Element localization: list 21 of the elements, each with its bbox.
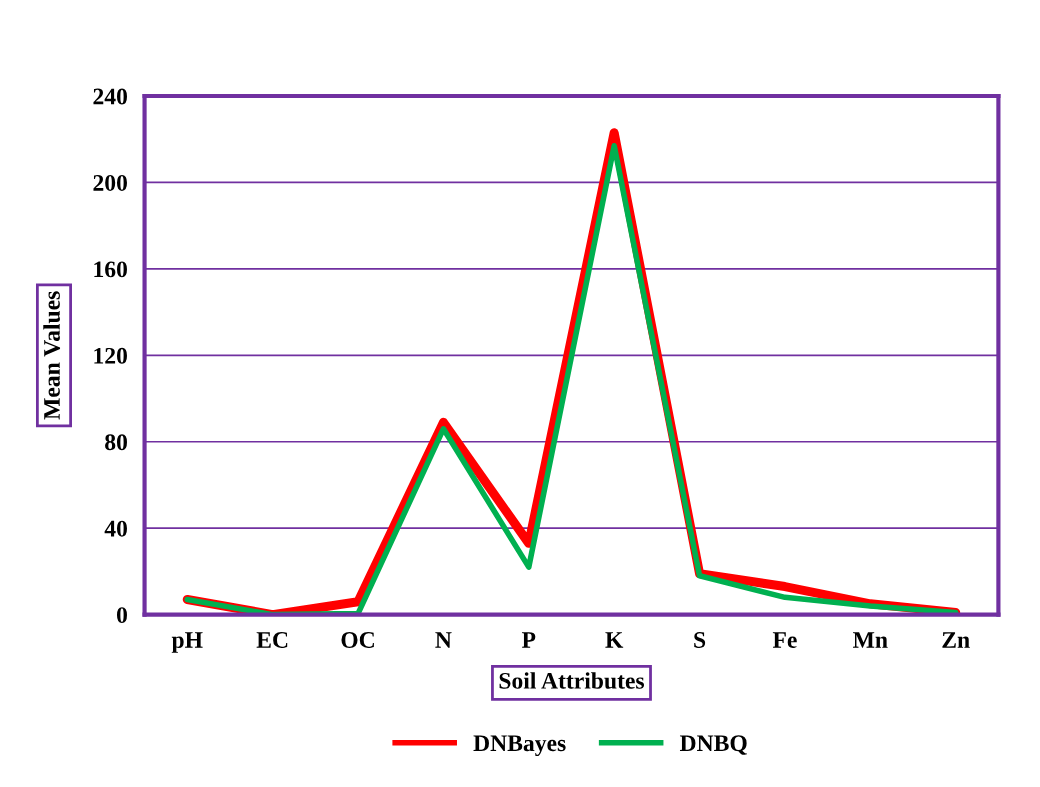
y-tick-label: 80 <box>105 434 127 451</box>
x-tick-label: OC <box>341 632 374 648</box>
x-tick-label: Mn <box>853 632 888 648</box>
y-tick-label: 200 <box>93 174 127 191</box>
y-tick-label: 160 <box>94 261 127 278</box>
x-tick-label: K <box>605 632 624 648</box>
x-tick-label: Fe <box>772 632 797 648</box>
y-tick-label: 40 <box>104 520 127 537</box>
x-tick-label: P <box>521 632 536 648</box>
legend-label: DNBQ <box>679 735 747 755</box>
x-tick-label: pH <box>171 632 203 653</box>
x-tick-label: EC <box>256 632 288 648</box>
x-tick-label: N <box>435 632 452 648</box>
x-tick-label: S <box>694 632 706 648</box>
y-tick-label: 0 <box>116 607 127 624</box>
x-axis-title: Soil Attributes <box>499 672 645 689</box>
x-tick-label: Zn <box>942 632 970 648</box>
y-tick-label: 240 <box>93 88 127 105</box>
legend-label: DNBayes <box>473 735 566 757</box>
y-axis-title: Mean Values <box>43 291 61 420</box>
y-tick-label: 120 <box>94 347 127 364</box>
